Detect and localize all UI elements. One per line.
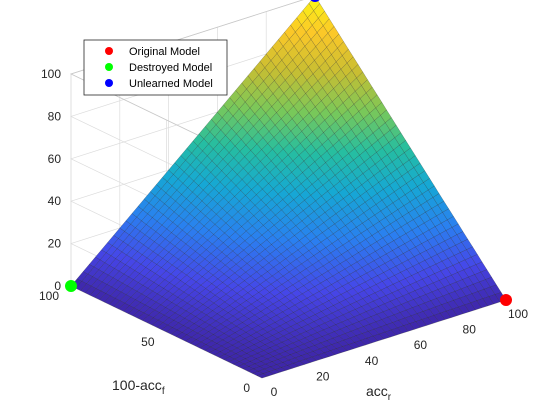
z-tick-label: 40	[48, 194, 62, 208]
y-tick-label: 50	[141, 335, 155, 349]
y-tick-label: 0	[243, 381, 250, 395]
legend-marker	[105, 79, 113, 87]
x-tick-label: 40	[365, 354, 379, 368]
z-tick-label: 20	[48, 237, 62, 251]
legend-marker	[105, 63, 113, 71]
x-tick-label: 80	[463, 323, 477, 337]
legend-label: Destroyed Model	[129, 62, 212, 74]
z-tick-label: 0	[54, 279, 61, 293]
legend: Original Model Destroyed Model Unlearned M…	[83, 39, 228, 96]
z-tick-label: 100	[41, 67, 61, 81]
z-tick-label: 80	[48, 109, 62, 123]
y-tick-label: 100	[39, 289, 59, 303]
x-tick-label: 20	[316, 369, 330, 383]
model-point	[500, 294, 512, 306]
legend-label: Unlearned Model	[129, 78, 213, 90]
model-point	[65, 280, 77, 292]
z-tick-label: 60	[48, 152, 62, 166]
surface-mesh	[70, 0, 507, 379]
legend-label: Original Model	[129, 46, 200, 58]
model-point	[310, 0, 320, 2]
x-tick-label: 0	[271, 385, 278, 399]
x-tick-label: 60	[414, 338, 428, 352]
y-axis-label: 100-accf	[112, 377, 165, 397]
model-points	[65, 0, 512, 306]
legend-marker	[105, 47, 113, 55]
x-axis-label: accr	[366, 383, 392, 403]
x-tick-label: 100	[508, 307, 528, 321]
